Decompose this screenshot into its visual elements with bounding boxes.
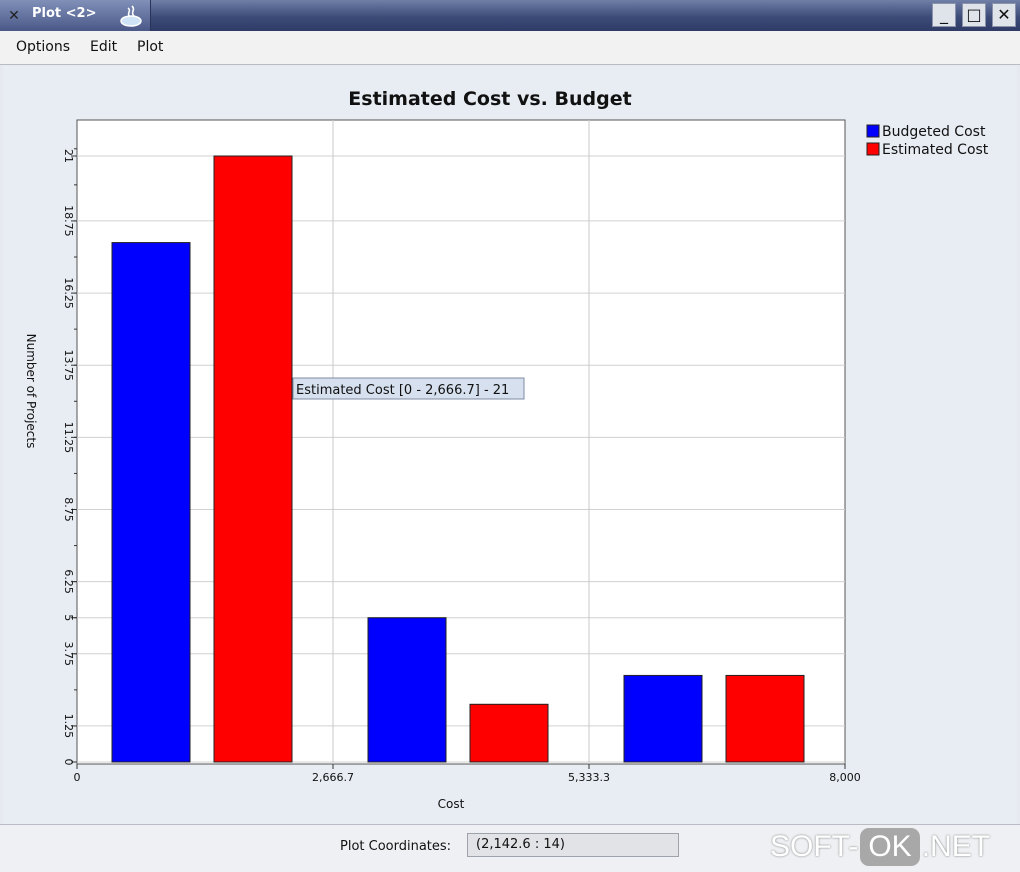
chart-panel[interactable]: Estimated Cost vs. Budget 0 1.25 3.75 5 6.25… [3, 66, 1017, 824]
legend-swatch [866, 142, 880, 156]
x-tick-label: 8,000 [829, 771, 861, 784]
watermark-right: .NET [921, 830, 991, 863]
status-bar: Plot Coordinates: (2,142.6 : 14) [0, 824, 1020, 872]
menu-plot[interactable]: Plot [137, 39, 164, 55]
bar-budgeted-cost[interactable] [367, 617, 447, 763]
close-button[interactable]: ✕ [992, 3, 1016, 27]
y-tick-label: 8.75 [62, 497, 75, 522]
bar-chart[interactable]: Estimated Cost vs. Budget 0 1.25 3.75 5 6.25… [3, 66, 1017, 824]
y-tick-label: 11.25 [62, 422, 75, 454]
window-title: Plot <2> [32, 6, 97, 21]
y-axis-label: Number of Projects [24, 334, 38, 449]
menu-options[interactable]: Options [16, 39, 71, 55]
maximize-button[interactable]: □ [962, 3, 986, 27]
bar-estimated-cost[interactable] [213, 155, 293, 763]
x-axis-label: Cost [438, 797, 465, 811]
legend-swatch [866, 124, 880, 138]
legend-label: Budgeted Cost [882, 124, 986, 140]
plot-coordinates-label: Plot Coordinates: [340, 839, 452, 854]
menu-bar: Options Edit Plot [0, 31, 1020, 65]
bar-budgeted-cost[interactable] [111, 242, 191, 763]
watermark-badge: OK [860, 828, 920, 866]
y-tick-label: 6.25 [62, 569, 75, 594]
y-tick-label: 1.25 [62, 714, 75, 739]
plot-coordinates-field: (2,142.6 : 14) [467, 833, 679, 857]
y-tick-label: 16.25 [62, 277, 75, 309]
y-tick-label: 3.75 [62, 642, 75, 667]
tooltip-text: Estimated Cost [0 - 2,666.7] - 21 [296, 383, 509, 398]
y-tick-label: 18.75 [62, 205, 75, 237]
y-axis: 0 1.25 3.75 5 6.25 8.75 11.25 13.75 16.25 18.75 21 [62, 148, 77, 766]
chart-title: Estimated Cost vs. Budget [348, 88, 631, 110]
legend: Budgeted Cost Estimated Cost [866, 124, 989, 158]
bar-budgeted-cost[interactable] [623, 674, 703, 763]
plot-area[interactable] [76, 119, 846, 765]
bar-estimated-cost[interactable] [725, 674, 805, 763]
x-tick-label: 0 [74, 771, 81, 784]
y-tick-label: 13.75 [62, 349, 75, 381]
y-tick-label: 5 [62, 614, 75, 621]
window-title-bar[interactable]: ✕ Plot <2> _ □ ✕ [0, 0, 1020, 31]
grid-lines [77, 120, 845, 764]
x-tick-label: 2,666.7 [312, 771, 354, 784]
tooltip: Estimated Cost [0 - 2,666.7] - 21 [292, 377, 525, 400]
app-icon: ✕ [8, 8, 20, 24]
x-axis: 0 2,666.7 5,333.3 8,000 [74, 764, 861, 784]
legend-label: Estimated Cost [882, 142, 989, 158]
java-logo-icon [120, 5, 142, 27]
menu-edit[interactable]: Edit [90, 39, 118, 55]
bar-estimated-cost[interactable] [469, 703, 549, 763]
watermark-left: SOFT- [770, 830, 859, 863]
y-tick-label: 0 [62, 759, 75, 766]
x-tick-label: 5,333.3 [568, 771, 610, 784]
y-tick-label: 21 [62, 149, 75, 163]
bars-group [111, 155, 805, 763]
minimize-button[interactable]: _ [932, 3, 956, 27]
watermark-logo: SOFT- OK .NET [770, 826, 990, 868]
window-tab[interactable]: ✕ Plot <2> [0, 0, 151, 31]
